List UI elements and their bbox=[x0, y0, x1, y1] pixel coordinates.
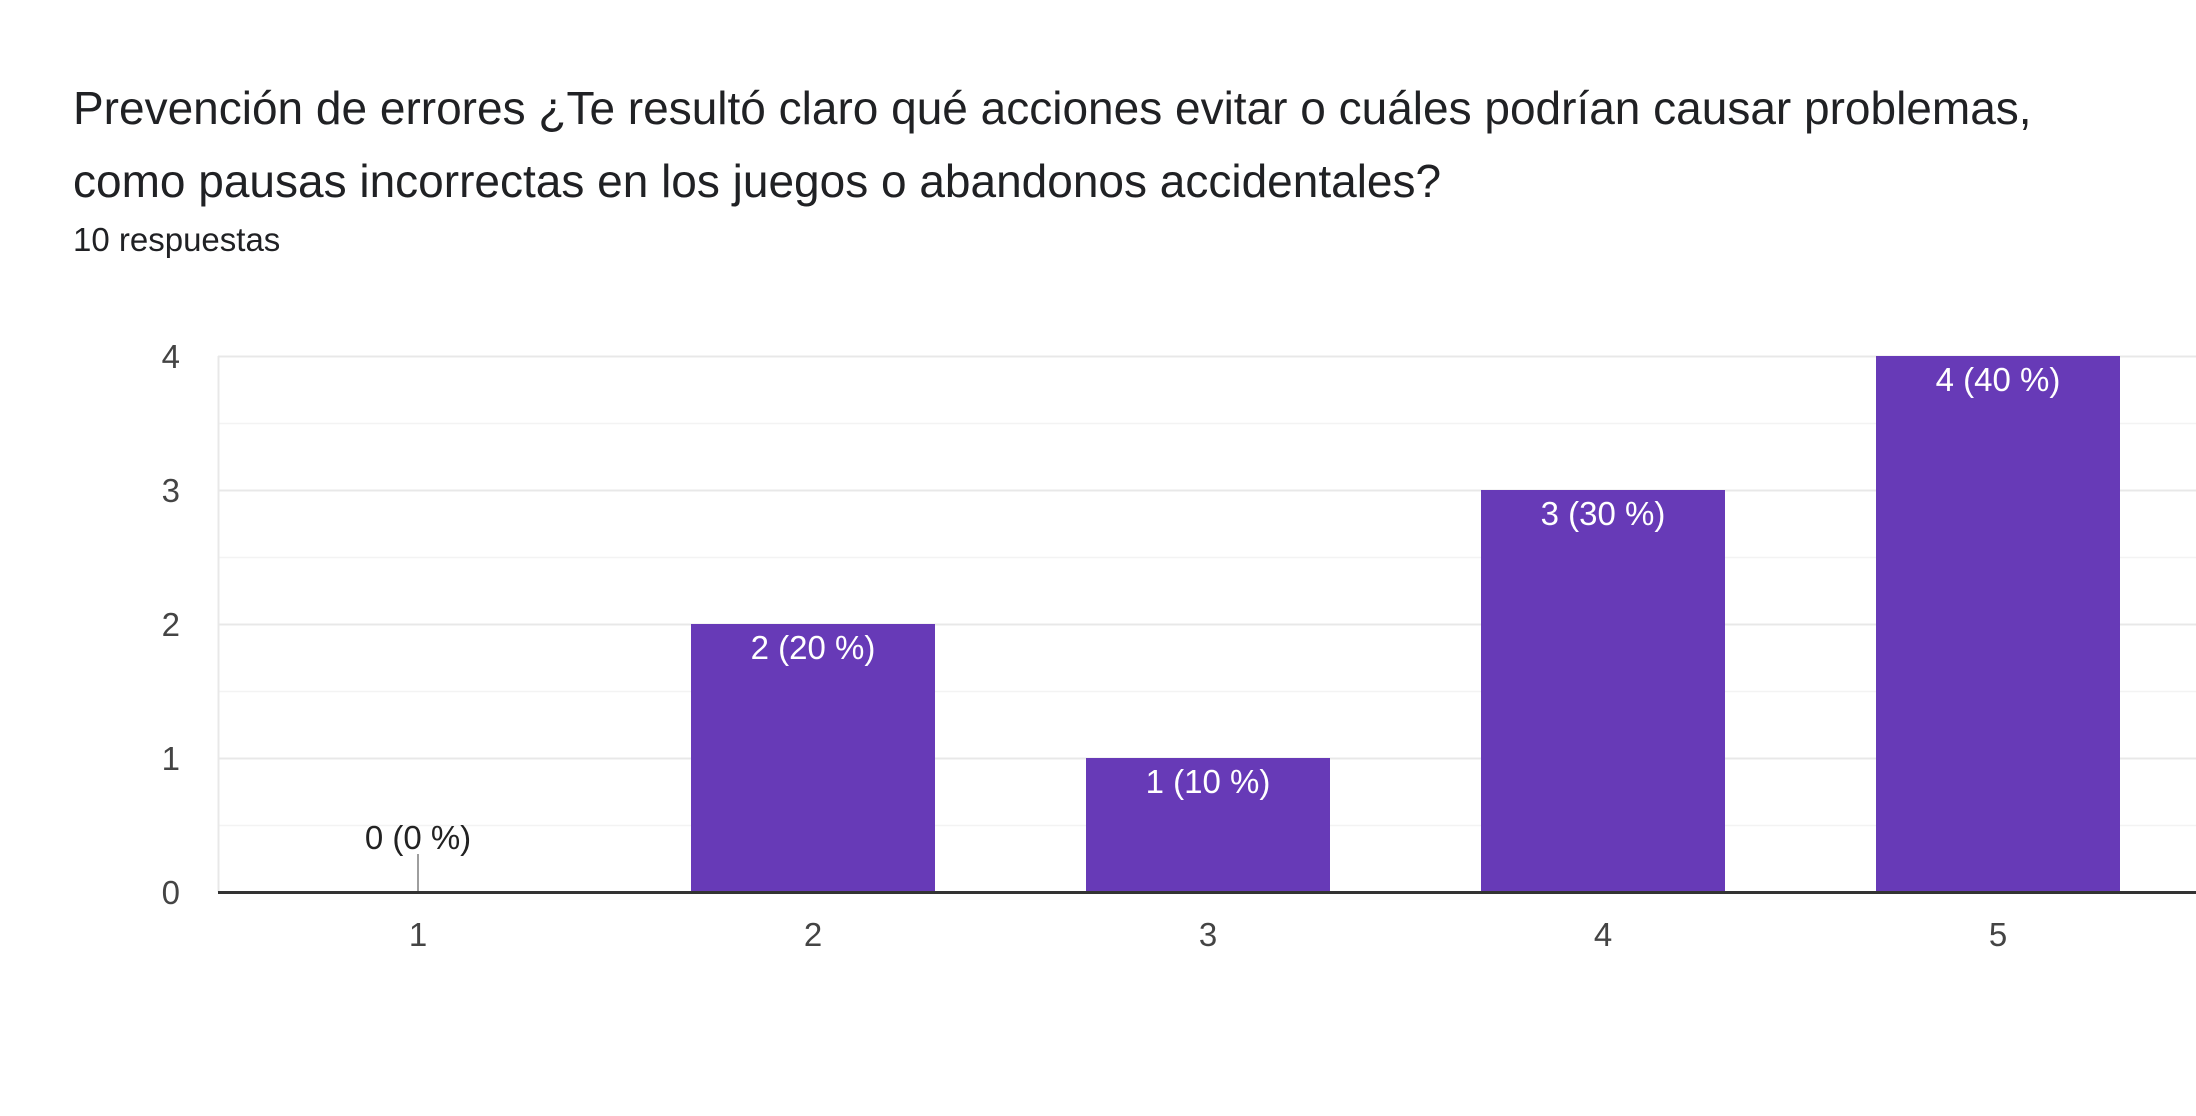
response-count: 10 respuestas bbox=[73, 221, 281, 258]
data-label-3: 1 (10 %) bbox=[1146, 763, 1271, 800]
x-tick-label-5: 5 bbox=[1989, 916, 2007, 953]
bar-4 bbox=[1481, 490, 1725, 892]
y-tick-label: 4 bbox=[162, 338, 180, 375]
chart-title: Prevención de errores ¿Te resultó claro … bbox=[73, 82, 2032, 207]
gridlines bbox=[217, 355, 2196, 892]
y-tick-label: 2 bbox=[162, 606, 180, 643]
data-label-4: 3 (30 %) bbox=[1541, 495, 1666, 532]
x-tick-label-2: 2 bbox=[804, 916, 822, 953]
labels: 0 1 2 3 4 0 (0 %) 1 2 (20 %) 2 1 (10 %) 3 3 (30 %) 4… bbox=[162, 338, 2061, 953]
x-tick-label-3: 3 bbox=[1199, 916, 1217, 953]
y-tick-label: 3 bbox=[162, 472, 180, 509]
y-tick-label: 0 bbox=[162, 874, 180, 911]
bar-5 bbox=[1876, 356, 2120, 892]
data-label-1: 0 (0 %) bbox=[365, 819, 471, 856]
y-tick-label: 1 bbox=[162, 740, 180, 777]
bars bbox=[417, 356, 2120, 892]
bar-2 bbox=[691, 624, 935, 892]
x-tick-label-4: 4 bbox=[1594, 916, 1612, 953]
data-label-2: 2 (20 %) bbox=[751, 629, 876, 666]
bar-3 bbox=[1086, 758, 1330, 892]
data-label-5: 4 (40 %) bbox=[1936, 361, 2061, 398]
x-tick-label-1: 1 bbox=[409, 916, 427, 953]
